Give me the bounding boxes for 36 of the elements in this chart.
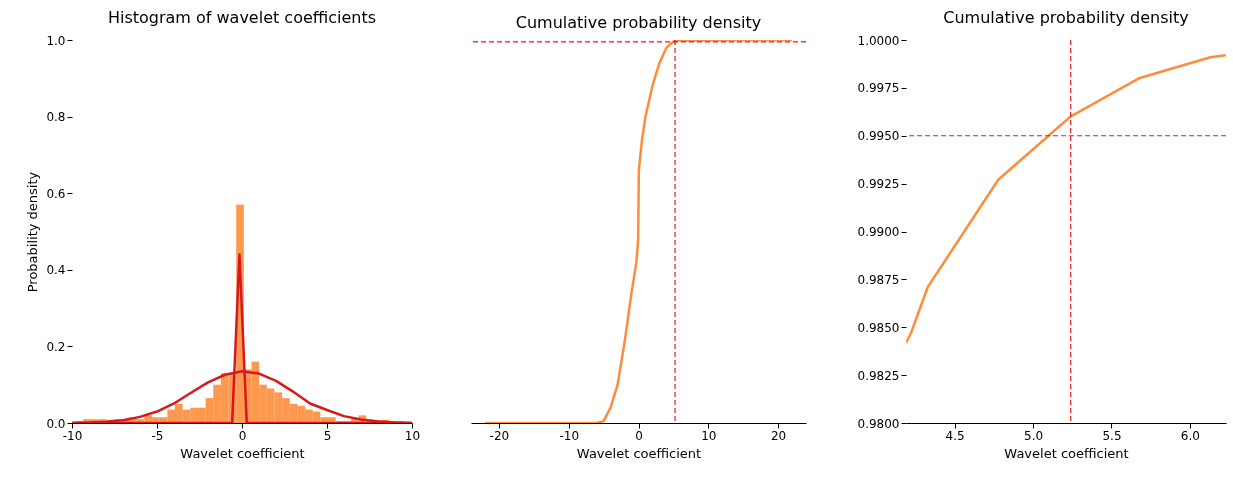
y-tick-label: 0.8	[46, 110, 66, 125]
y-tick-label: 0.9825	[857, 368, 900, 383]
x-axis-title: Wavelet coefficient	[576, 445, 702, 461]
y-tick-label: 1.0000	[857, 33, 900, 48]
y-tick-label: 1.0	[46, 33, 66, 48]
y-tick-label: 0.9900	[857, 225, 900, 239]
x-tick-label: -20	[489, 428, 510, 443]
x-tick-label: 0	[238, 428, 247, 443]
y-tick-label: 0.6	[46, 186, 66, 201]
x-tick-label: 5.0	[1024, 428, 1044, 443]
x-tick-label: 5	[323, 428, 332, 443]
x-tick-label: 10	[404, 428, 421, 443]
y-tick-label: 0.4	[46, 263, 66, 278]
y-tick-label: 0.9975	[857, 81, 900, 96]
x-axis-title: Wavelet coefficient	[1004, 445, 1129, 461]
y-axis-title: Probability density	[25, 171, 41, 293]
x-tick-label: -5	[151, 428, 164, 443]
x-axis-title: Wavelet coefficient	[180, 445, 305, 461]
x-tick-label: 20	[770, 428, 787, 443]
x-tick-label: 0	[635, 428, 643, 443]
x-tick-label: 10	[701, 428, 717, 443]
x-tick-label: -10	[62, 428, 83, 443]
x-tick-label: 4.5	[945, 428, 965, 443]
x-tick-label: 6.0	[1180, 428, 1200, 443]
y-tick-label: 0.2	[46, 339, 66, 354]
chart-title: Histogram of wavelet coefficients	[107, 8, 377, 27]
y-tick-label: 0.9950	[857, 129, 900, 144]
x-tick-label: -10	[559, 428, 580, 443]
y-tick-label: 0.9875	[857, 272, 900, 287]
y-tick-label: 0.9800	[857, 416, 900, 431]
y-tick-label: 0.0	[46, 416, 66, 431]
chart-title: Cumulative probability density	[515, 13, 762, 33]
x-tick-label: 5.5	[1102, 428, 1122, 443]
y-tick-label: 0.9925	[857, 177, 900, 192]
y-tick-label: 0.9850	[857, 320, 900, 335]
chart-title: Cumulative probability density	[943, 8, 1189, 27]
